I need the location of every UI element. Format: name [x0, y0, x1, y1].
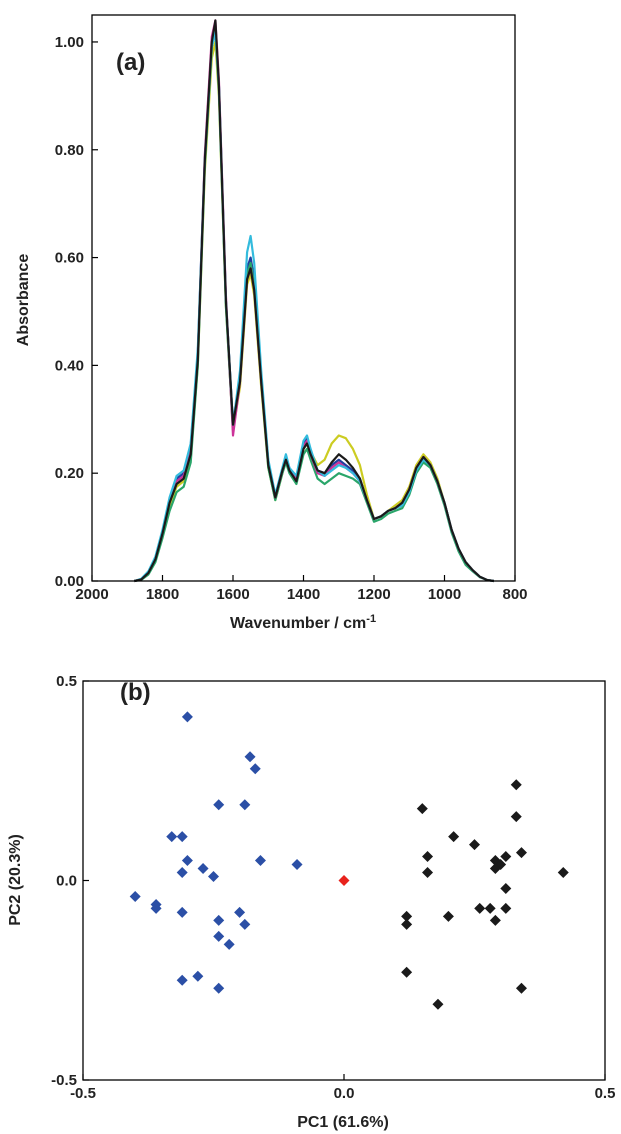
pca-x-tick-label: 0.5 [595, 1085, 616, 1102]
pca-x-tick-label: 0.0 [334, 1085, 355, 1102]
pca-point-s0-4 [239, 799, 251, 811]
spectra-y-tick-label: 0.40 [55, 357, 84, 374]
spectra-y-tick-label: 0.80 [55, 142, 84, 159]
pca-point-s0-1 [244, 751, 256, 763]
pca-y-tick-label: -0.5 [51, 1072, 77, 1089]
spectra-x-tick-label: 2000 [75, 586, 108, 603]
spectra-panel: 2000 1800 1600 1400 1200 1000 800 0.00 0.20 0.40 0… [15, 14, 528, 632]
pca-point-s0-12 [208, 871, 219, 883]
pca-point-s1-20 [401, 918, 413, 930]
pca-point-s1-13 [500, 882, 512, 894]
spectra-y-tick-label: 0.60 [55, 250, 84, 267]
spectra-x-tick-label: 1600 [216, 586, 249, 603]
pca-point-s1-11 [557, 867, 569, 879]
pca-ticks: -0.5 0.0 0.5 -0.5 0.0 0.5 [51, 673, 615, 1102]
spectra-panel-label: (a) [116, 49, 145, 76]
pca-point-s0-17 [234, 906, 246, 918]
pca-y-tick-label: 0.5 [56, 673, 77, 690]
pca-point-s2-0 [338, 875, 350, 886]
spectrum-line-0 [134, 24, 494, 583]
spectra-x-tick-label: 800 [502, 586, 527, 603]
spectra-x-tick-label: 1800 [146, 586, 179, 603]
pca-point-s1-10 [489, 863, 501, 875]
pca-point-s0-16 [176, 906, 188, 918]
pca-point-s0-2 [249, 763, 261, 775]
spectra-x-axis-title: Wavenumber / cm-1 [230, 613, 376, 632]
pca-point-s0-7 [181, 855, 193, 867]
pca-point-s0-9 [254, 855, 266, 867]
pca-point-s0-18 [213, 914, 225, 926]
pca-point-s0-8 [197, 863, 209, 875]
pca-y-tick-label: 0.0 [56, 873, 77, 890]
spectrum-line-2 [134, 30, 494, 583]
spectra-x-tick-label: 1200 [357, 586, 390, 603]
pca-point-s0-11 [176, 867, 188, 879]
spectra-x-tick-label: 1400 [287, 586, 320, 603]
pca-point-s0-3 [213, 799, 225, 811]
pca-point-s1-1 [416, 803, 428, 815]
spectrum-line-1 [134, 40, 494, 583]
pca-point-s0-6 [176, 831, 188, 843]
pca-point-s0-15 [150, 902, 162, 914]
pca-point-s1-2 [510, 811, 522, 823]
spectra-frame [91, 14, 516, 582]
pca-point-s1-23 [515, 982, 527, 994]
pca-point-s0-0 [181, 711, 193, 723]
spectra-lines [133, 19, 494, 583]
pca-point-s1-17 [442, 910, 454, 922]
spectra-y-tick-label: 0.00 [55, 573, 84, 590]
pca-point-s1-18 [401, 910, 413, 922]
pca-panel-label: (b) [120, 679, 151, 706]
pca-point-s1-15 [484, 902, 496, 914]
pca-point-s1-22 [432, 998, 444, 1010]
pca-point-s1-4 [469, 839, 480, 851]
pca-point-s1-3 [448, 831, 460, 843]
pca-point-s1-21 [401, 966, 413, 978]
pca-point-s0-20 [213, 930, 225, 942]
pca-point-s0-21 [223, 938, 235, 950]
pca-point-s0-19 [239, 918, 251, 930]
pca-point-s0-10 [291, 859, 303, 871]
spectra-x-tick-label: 1000 [428, 586, 461, 603]
pca-point-s1-14 [474, 902, 486, 914]
pca-point-s1-12 [422, 867, 434, 879]
pca-point-s1-19 [489, 914, 501, 926]
spectrum-line-3 [134, 19, 494, 583]
pca-point-s0-5 [166, 831, 178, 843]
pca-x-tick-label: -0.5 [70, 1085, 96, 1102]
pca-point-s1-6 [500, 851, 512, 863]
spectra-x-axis-superscript: -1 [366, 613, 376, 625]
pca-point-s1-16 [500, 902, 512, 914]
spectra-ticks: 2000 1800 1600 1400 1200 1000 800 0.00 0.20 0.40 0… [55, 34, 528, 603]
pca-point-s0-23 [192, 970, 204, 982]
spectrum-line-5 [134, 19, 494, 583]
pca-y-axis-title: PC2 (20.3%) [7, 834, 24, 926]
pca-panel: -0.5 0.0 0.5 -0.5 0.0 0.5 (b) PC1 (61.6%) PC2… [7, 673, 615, 1131]
spectra-y-tick-label: 0.20 [55, 465, 84, 482]
spectra-y-tick-label: 1.00 [55, 34, 84, 51]
spectrum-line-4 [133, 30, 494, 583]
spectra-y-axis-title: Absorbance [15, 254, 32, 347]
pca-point-s0-13 [129, 890, 141, 902]
pca-point-s0-24 [213, 982, 225, 994]
pca-point-s1-5 [422, 851, 434, 863]
pca-point-s1-7 [515, 847, 527, 859]
pca-x-axis-title: PC1 (61.6%) [297, 1114, 389, 1131]
pca-point-s0-22 [176, 974, 188, 986]
pca-point-s1-0 [510, 779, 522, 791]
pca-points [129, 711, 569, 1010]
